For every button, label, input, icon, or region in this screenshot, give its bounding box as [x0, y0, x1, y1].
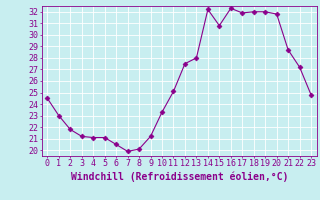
X-axis label: Windchill (Refroidissement éolien,°C): Windchill (Refroidissement éolien,°C): [70, 171, 288, 182]
